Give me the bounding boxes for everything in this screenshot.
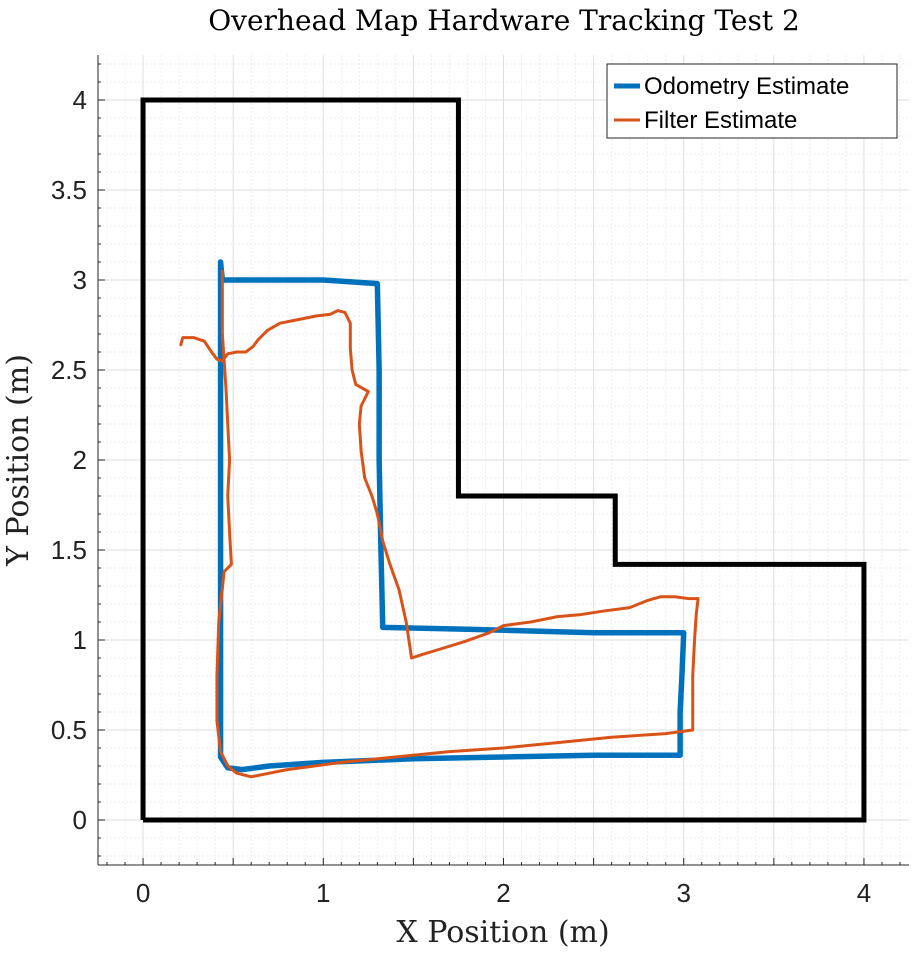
map-boundary-line	[140, 97, 867, 823]
y-tick-label: 1.5	[51, 535, 87, 565]
y-tick-label: 3.5	[51, 175, 87, 205]
x-axis-label: X Position (m)	[396, 915, 609, 950]
tick-marks	[98, 63, 901, 865]
chart-title: Overhead Map Hardware Tracking Test 2	[208, 4, 800, 37]
map-layer	[140, 97, 867, 823]
y-tick-label: 1	[73, 625, 87, 655]
x-tick-label: 2	[496, 878, 510, 908]
x-tick-label: 4	[857, 878, 871, 908]
series-layer	[179, 259, 700, 779]
y-tick-label: 0.5	[51, 715, 87, 745]
y-tick-label: 0	[73, 805, 87, 835]
x-tick-labels: 0 1 2 3 4	[136, 878, 871, 908]
x-tick-label: 3	[676, 878, 690, 908]
y-tick-label: 4	[73, 85, 87, 115]
legend-label-filter: Filter Estimate	[644, 107, 797, 134]
y-tick-labels: 0 0.5 1 1.5 2 2.5 3 3.5 4	[51, 85, 87, 835]
y-tick-label: 2	[73, 445, 87, 475]
legend: Odometry Estimate Filter Estimate	[606, 63, 898, 139]
y-tick-label: 3	[73, 265, 87, 295]
odometry-estimate-line	[217, 259, 687, 773]
legend-label-odometry: Odometry Estimate	[644, 73, 849, 100]
y-axis-label: Y Position (m)	[1, 354, 36, 567]
x-tick-label: 0	[136, 878, 150, 908]
legend-box	[606, 63, 898, 139]
y-tick-label: 2.5	[51, 355, 87, 385]
plot-area	[97, 55, 909, 866]
x-tick-label: 1	[316, 878, 330, 908]
filter-estimate-line	[179, 269, 700, 779]
